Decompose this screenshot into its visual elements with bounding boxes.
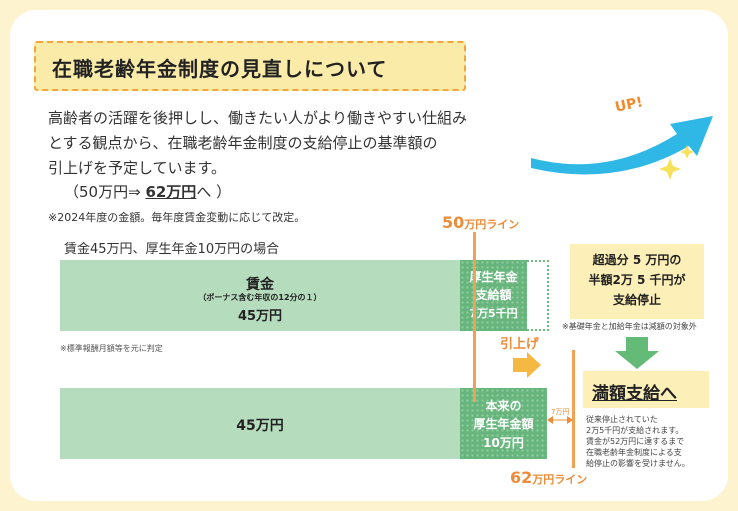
- dimension-label: 7万円: [551, 408, 570, 416]
- full-note-2: 2万5千円が支給されます。: [586, 426, 684, 435]
- threshold-line-62: [572, 350, 575, 468]
- wage-bar-new: 45万円: [60, 388, 460, 459]
- full-payment-note: 従来停止されていた 2万5千円が支給されます。 賃金が52万円に達するまで 在職…: [586, 414, 711, 469]
- full-note-4: 在職老齢年金制度による支: [586, 448, 682, 457]
- excess-stop-box: 超過分 5 万円の 半額2万 5 千円が 支給停止: [570, 244, 704, 319]
- excess-line-2: 半額2万 5 千円が: [588, 273, 686, 287]
- intro-line-3: 引上げを予定しています。: [48, 159, 227, 177]
- excess-line-1: 超過分 5 万円の: [592, 253, 682, 267]
- new-threshold-amount: 62万円: [145, 183, 197, 201]
- pension-new-amount: 10万円: [483, 436, 524, 450]
- page-title: 在職老齢年金制度の見直しについて: [52, 57, 388, 81]
- full-note-3: 賃金が52万円に達するまで: [586, 437, 685, 446]
- threshold-50-num: 50: [442, 213, 465, 232]
- amount-suffix: へ ）: [196, 183, 232, 201]
- threshold-62-num: 62: [510, 468, 533, 487]
- down-arrow-icon: [615, 337, 659, 369]
- intro-line-1: 高齢者の活躍を後押しし、働きたい人がより働きやすい仕組み: [48, 109, 467, 127]
- note-standard: ※標準報酬月額等を元に判定: [60, 344, 163, 353]
- intro-line-2: とする観点から、在職老齢年金制度の支給停止の基準額の: [48, 134, 438, 152]
- excess-line-3: 支給停止: [612, 293, 661, 307]
- pension-label-1: 厚生年金: [469, 270, 518, 284]
- full-payment-box: [583, 371, 709, 408]
- pension-amount: 7万5千円: [469, 307, 518, 320]
- stopped-portion: [527, 260, 549, 331]
- raise-arrow-icon: [513, 352, 541, 378]
- wage-amount-new: 45万円: [236, 418, 284, 434]
- wage-amount: 45万円: [237, 309, 283, 324]
- threshold-62-unit: 万円ライン: [532, 473, 588, 486]
- up-arrow-icon: [531, 116, 713, 180]
- case-label: 賃金45万円、厚生年金10万円の場合: [64, 242, 280, 257]
- wage-bar-current: 賃金 （ボーナス含む年収の12分の１） 45万円: [60, 260, 460, 331]
- dimension-arrow-icon: [547, 416, 573, 424]
- pension-label-2: 支給額: [475, 288, 512, 302]
- wage-subtitle: （ボーナス含む年収の12分の１）: [198, 293, 322, 302]
- note-year: ※2024年度の金額。毎年度賃金変動に応じて改定。: [48, 211, 306, 224]
- amount-prefix: （50万円⇒: [64, 183, 146, 201]
- threshold-line-50: [473, 232, 476, 402]
- amount-change-line: （50万円⇒ 62万円へ ）: [64, 181, 231, 202]
- pension-bar-current: 厚生年金 支給額 7万5千円: [460, 260, 527, 331]
- pension-new-label-1: 本来の: [485, 399, 522, 413]
- pension-new-label-2: 厚生年金額: [473, 417, 534, 431]
- intro-paragraph: 高齢者の活躍を後押しし、働きたい人がより働きやすい仕組み とする観点から、在職老…: [48, 106, 478, 181]
- raise-label: 引上げ: [500, 337, 540, 352]
- full-note-1: 従来停止されていた: [586, 415, 658, 424]
- threshold-label-62: 62万円ライン: [510, 468, 587, 487]
- title-box: [34, 41, 466, 91]
- full-payment-label: 満額支給へ: [592, 384, 677, 404]
- full-note-5: 給停止の影響を受けません。: [586, 459, 690, 468]
- wage-title: 賃金: [246, 277, 274, 293]
- note-basic-pension: ※基礎年金と加給年金は減額の対象外: [562, 322, 697, 331]
- threshold-50-unit: 万円ライン: [464, 218, 520, 231]
- threshold-label-50: 50万円ライン: [442, 213, 519, 232]
